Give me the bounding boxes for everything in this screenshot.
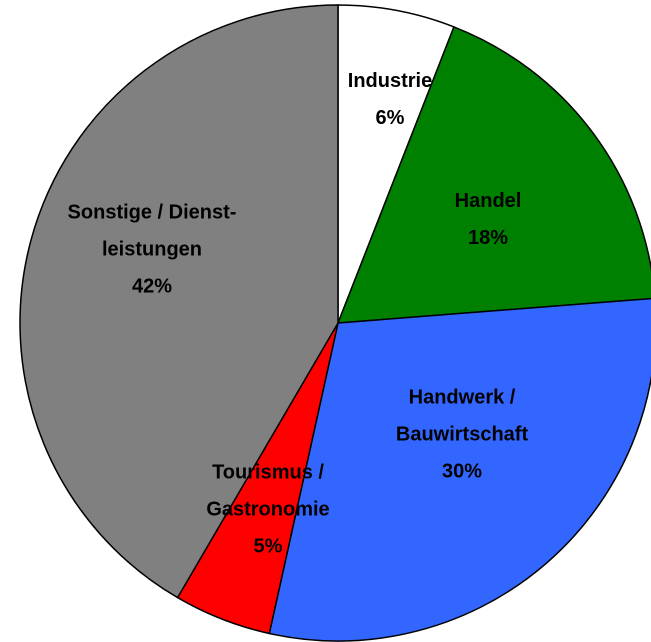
pie-slice xyxy=(268,297,651,642)
slice-label: Tourismus / xyxy=(212,461,324,483)
value-label: 6% xyxy=(376,107,405,129)
slice-label: Gastronomie xyxy=(206,498,329,520)
value-label: 42% xyxy=(132,275,172,297)
value-label: 18% xyxy=(468,227,508,249)
slice-label: Bauwirtschaft xyxy=(396,423,529,445)
slice-label: Handwerk / xyxy=(409,386,516,408)
value-label: 5% xyxy=(254,535,283,557)
slice-label: Industrie xyxy=(348,70,432,92)
pie-slice xyxy=(336,25,651,324)
slice-label: leistungen xyxy=(102,238,202,260)
slice-label: Sonstige / Dienst- xyxy=(68,201,237,223)
value-label: 30% xyxy=(442,460,482,482)
pie-slice xyxy=(19,4,339,599)
slice-label: Handel xyxy=(455,190,522,212)
